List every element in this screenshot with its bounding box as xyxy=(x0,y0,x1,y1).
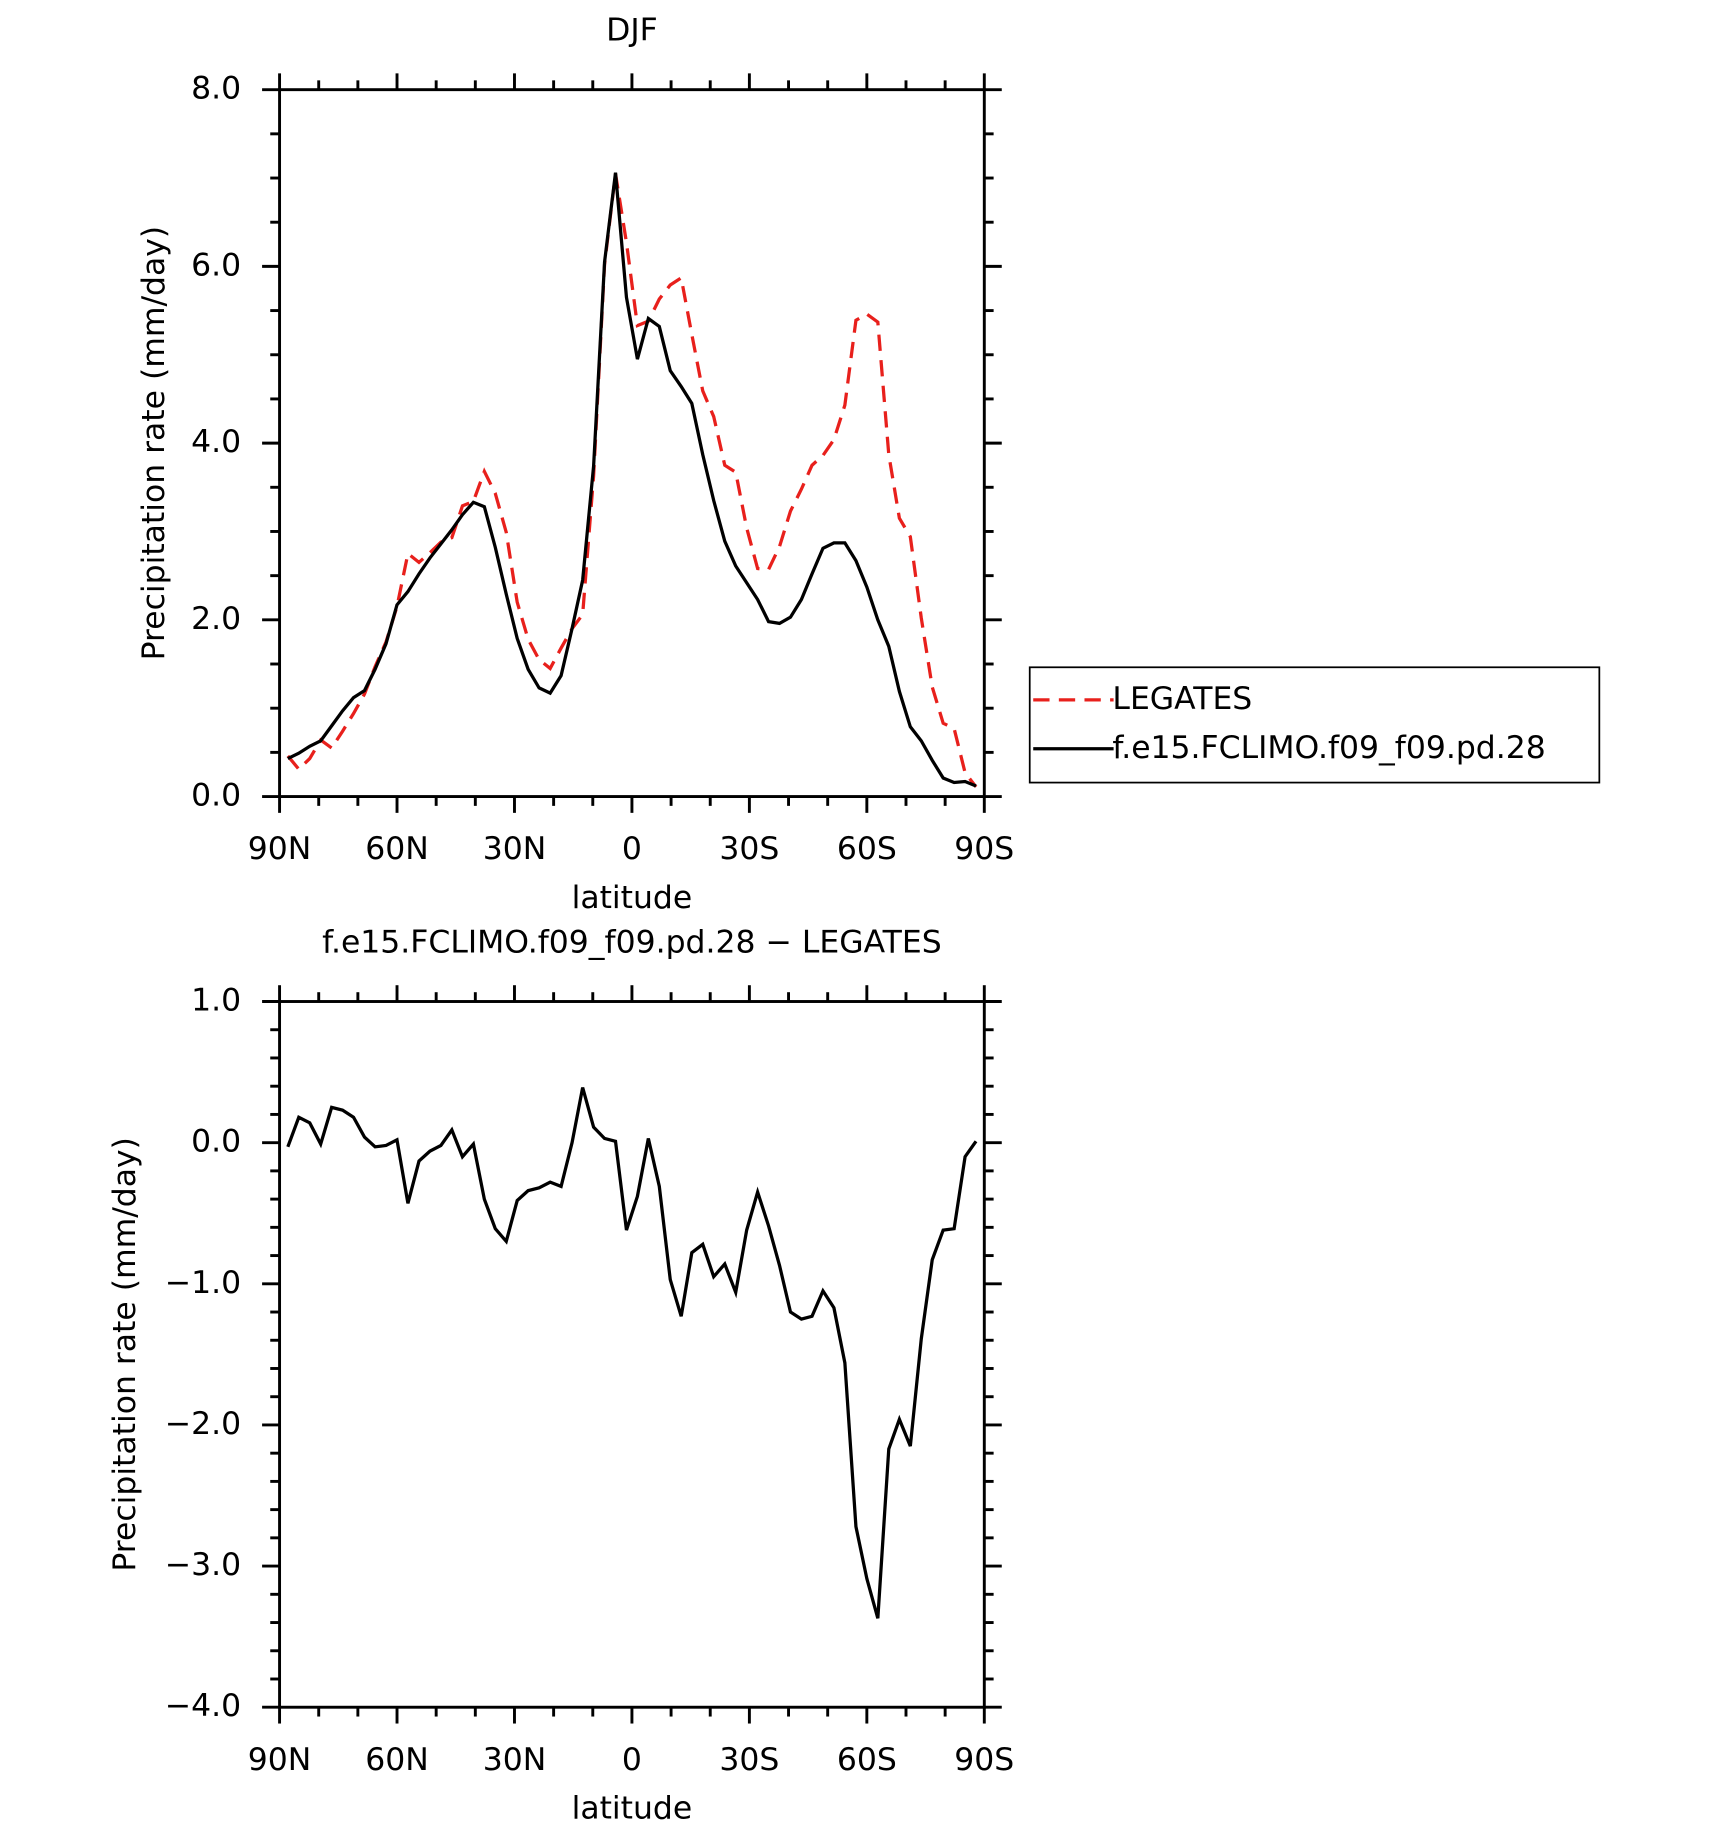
y-tick-label: 4.0 xyxy=(191,424,241,460)
legend-label: f.e15.FCLIMO.f09_f09.pd.28 xyxy=(1112,730,1545,766)
y-tick-label: 6.0 xyxy=(191,247,241,283)
y-tick-label: 0.0 xyxy=(191,778,241,814)
x-tick-label: 60N xyxy=(365,1742,429,1778)
x-tick-label: 0 xyxy=(622,831,642,867)
y-tick-label: −1.0 xyxy=(165,1265,241,1301)
x-tick-label: 60S xyxy=(837,831,897,867)
x-tick-label: 60N xyxy=(365,831,429,867)
y-tick-label: 0.0 xyxy=(191,1124,241,1160)
y-tick-label: 2.0 xyxy=(191,601,241,637)
data-line xyxy=(287,172,977,788)
x-tick-label: 0 xyxy=(622,1742,642,1778)
data-line xyxy=(286,1087,978,1619)
y-tick-label: 8.0 xyxy=(191,71,241,107)
y-tick-label: −4.0 xyxy=(165,1688,241,1724)
x-axis-label: latitude xyxy=(572,880,693,916)
x-tick-label: 30N xyxy=(483,1742,547,1778)
chart-title: DJF xyxy=(606,12,658,48)
chart-title: f.e15.FCLIMO.f09_f09.pd.28 − LEGATES xyxy=(322,924,942,960)
x-tick-label: 30S xyxy=(719,831,779,867)
legend-label: LEGATES xyxy=(1112,681,1252,717)
x-tick-label: 60S xyxy=(837,1742,897,1778)
x-axis-label: latitude xyxy=(572,1791,693,1827)
y-axis-label: Precipitation rate (mm/day) xyxy=(136,226,172,660)
x-tick-label: 90S xyxy=(954,1742,1014,1778)
legend-box xyxy=(1028,666,1601,784)
x-tick-label: 30N xyxy=(483,831,547,867)
x-tick-label: 90N xyxy=(248,831,312,867)
y-tick-label: −2.0 xyxy=(165,1406,241,1442)
x-tick-label: 30S xyxy=(719,1742,779,1778)
y-tick-label: 1.0 xyxy=(191,983,241,1019)
plot-frame xyxy=(278,88,986,799)
y-axis-label: Precipitation rate (mm/day) xyxy=(107,1137,143,1571)
x-tick-label: 90N xyxy=(248,1742,312,1778)
y-tick-label: −3.0 xyxy=(165,1547,241,1583)
data-line xyxy=(286,173,978,788)
x-tick-label: 90S xyxy=(954,831,1014,867)
